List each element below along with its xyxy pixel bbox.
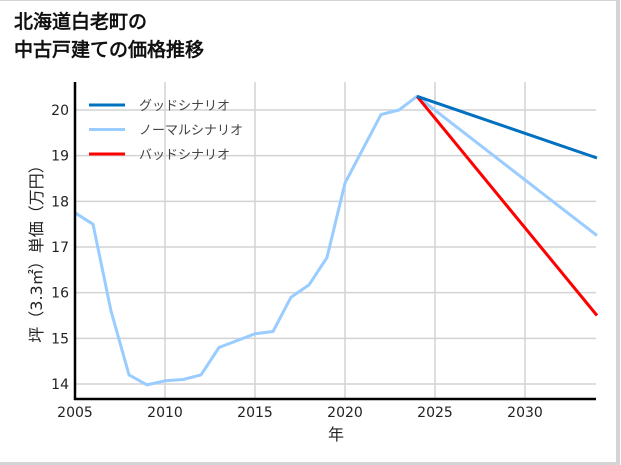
series-line <box>74 94 598 387</box>
x-tick-label: 2005 <box>57 405 93 421</box>
y-tick-label: 20 <box>51 103 69 119</box>
x-tick-labels: 2005 2010 2015 2020 2025 2030 <box>57 405 543 421</box>
x-tick-label: 2010 <box>147 405 183 421</box>
y-tick-label: 18 <box>51 194 69 210</box>
y-tick-label: 14 <box>51 377 69 393</box>
y-tick-label: 15 <box>51 331 69 347</box>
legend-label: ノーマルシナリオ <box>139 124 243 139</box>
y-tick-labels: 14 15 16 17 18 19 20 <box>51 103 69 393</box>
y-tick-label: 17 <box>51 240 69 256</box>
axes <box>73 82 596 401</box>
x-tick-label: 2020 <box>327 405 363 421</box>
series-line <box>416 94 598 160</box>
data-lines <box>74 94 599 387</box>
x-tick-label: 2025 <box>417 405 453 421</box>
grid-lines <box>75 82 596 399</box>
legend-label: グッドシナリオ <box>139 99 230 114</box>
legend-label: バッドシナリオ <box>139 148 230 163</box>
y-axis-label: 坪（3.3㎡）単価（万円） <box>27 157 46 342</box>
title-line-1: 北海道白老町の <box>14 11 148 33</box>
x-tick-label: 2030 <box>507 405 543 421</box>
title-line-2: 中古戸建ての価格推移 <box>14 39 205 61</box>
y-tick-label: 16 <box>51 286 69 302</box>
y-tick-label: 19 <box>51 149 69 165</box>
x-axis-label: 年 <box>328 425 344 444</box>
x-tick-label: 2015 <box>237 405 273 421</box>
series-line <box>415 95 599 317</box>
chart-title: 北海道白老町の 中古戸建ての価格推移 <box>14 8 204 64</box>
